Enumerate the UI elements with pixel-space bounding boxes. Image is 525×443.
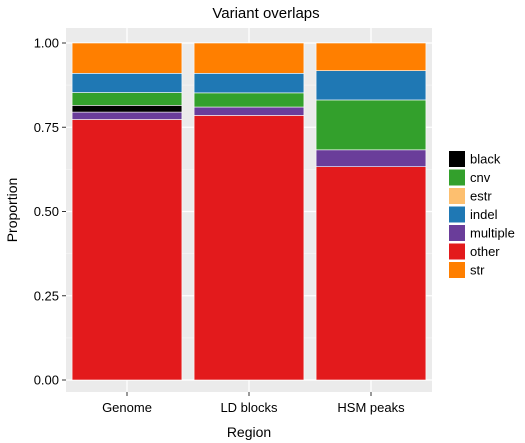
bar-segment-cnv (193, 92, 305, 108)
legend-swatch-other (449, 243, 465, 260)
legend-label-black: black (470, 152, 501, 167)
y-tick-label: 0.25 (34, 288, 59, 303)
y-tick-label: 0.75 (34, 120, 59, 135)
legend-swatch-str (449, 262, 465, 278)
bar-segment-indel (315, 70, 427, 101)
x-axis: Genome LD blocks HSM peaks (102, 392, 405, 415)
chart-title: Variant overlaps (212, 5, 319, 22)
y-tick-label: 1.00 (34, 36, 59, 51)
y-axis: 0.00 0.25 0.50 0.75 1.00 (34, 36, 66, 388)
legend-label-str: str (470, 263, 485, 278)
legend-swatch-indel (449, 206, 465, 223)
legend-swatch-estr (449, 188, 465, 204)
legend-label-estr: estr (470, 189, 492, 204)
bar-segment-other (193, 115, 305, 381)
legend-swatch-cnv (449, 169, 465, 186)
bar-segment-black (71, 105, 183, 113)
bar-segment-other (71, 119, 183, 381)
bar-segment-multiple (193, 106, 305, 116)
y-tick-label: 0.00 (34, 373, 59, 388)
x-tick-label: LD blocks (220, 400, 278, 415)
bar-segment-indel (193, 73, 305, 94)
bar-segment-multiple (71, 111, 183, 120)
bar-stacks (71, 42, 427, 381)
x-axis-title: Region (227, 424, 271, 440)
legend-label-multiple: multiple (470, 226, 515, 241)
y-axis-title: Proportion (4, 178, 20, 243)
bar-segment-cnv (315, 99, 427, 151)
bar-segment-str (315, 42, 427, 71)
x-tick-label: HSM peaks (337, 400, 405, 415)
legend-label-cnv: cnv (470, 170, 491, 185)
legend-swatch-black (449, 151, 465, 167)
bar-segment-multiple (315, 149, 427, 167)
legend-label-indel: indel (470, 207, 498, 222)
bar-segment-str (193, 42, 305, 74)
legend-swatch-multiple (449, 225, 465, 241)
legend: black cnv estr indel multiple other str (449, 151, 515, 278)
bar-segment-cnv (71, 92, 183, 106)
bar-segment-indel (71, 73, 183, 93)
legend-label-other: other (470, 244, 500, 259)
bar-segment-str (71, 42, 183, 74)
y-tick-label: 0.50 (34, 204, 59, 219)
bar-segment-other (315, 166, 427, 381)
x-tick-label: Genome (102, 400, 152, 415)
